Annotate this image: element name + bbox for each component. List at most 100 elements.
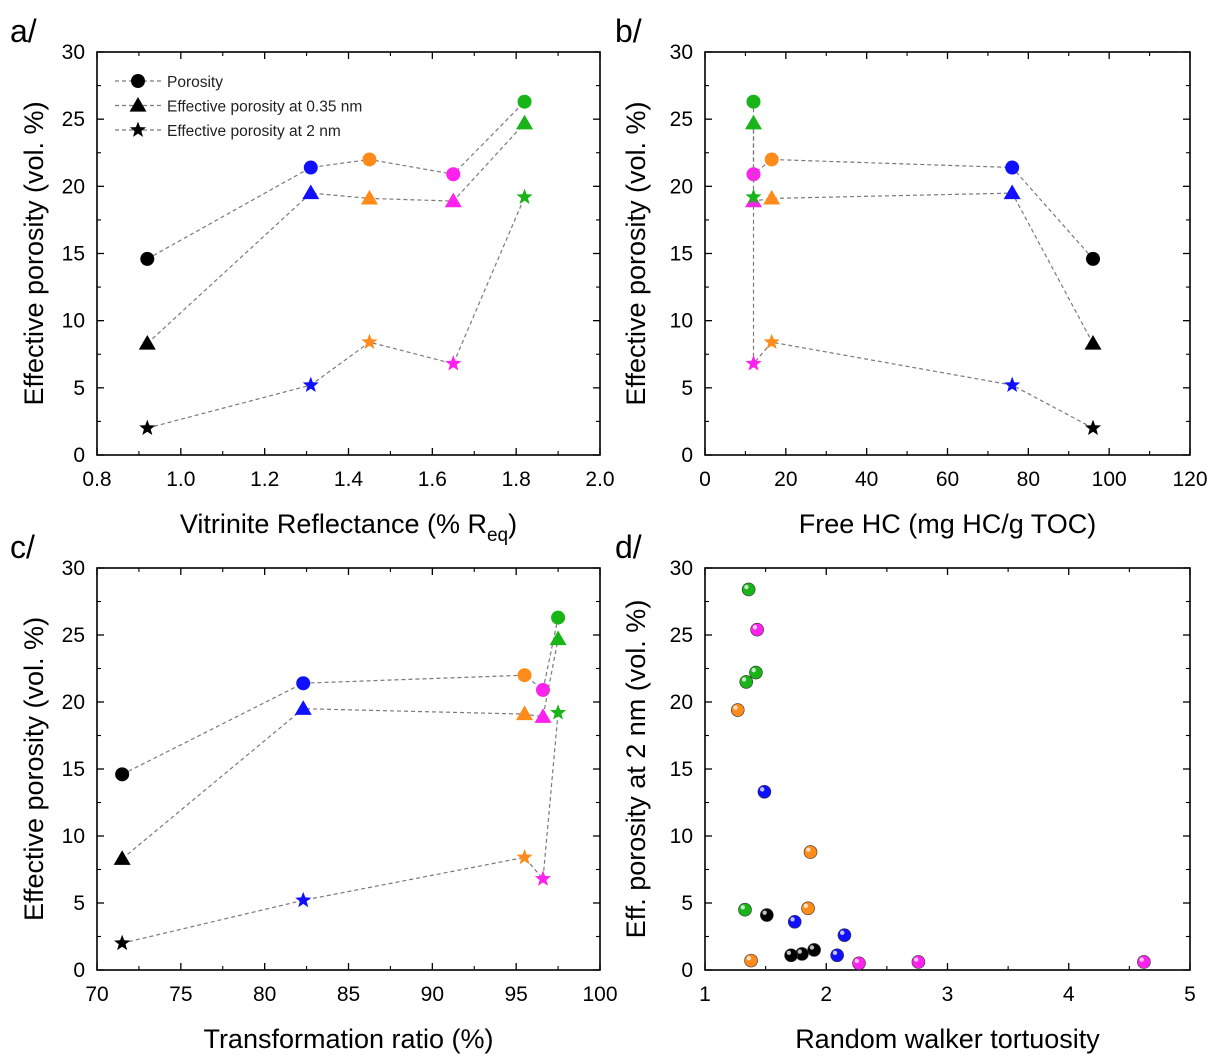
data-point-circle <box>517 668 532 683</box>
data-point <box>750 622 764 637</box>
x-tick-label: 80 <box>1017 468 1040 491</box>
data-point <box>744 953 758 968</box>
panel-label: b/ <box>615 13 642 49</box>
series-line <box>752 123 1094 344</box>
y-tick-label: 15 <box>62 758 85 781</box>
data-point-triangle <box>444 192 462 208</box>
plot-frame <box>704 51 1191 456</box>
data-point <box>852 956 866 971</box>
legend-marker-triangle <box>129 97 147 112</box>
y-axis-label: Effective porosity (vol. %) <box>19 101 49 405</box>
data-point-highlight <box>1139 957 1144 962</box>
data-point-highlight <box>809 945 815 950</box>
legend-label: Porosity <box>167 74 223 91</box>
x-tick-label: 0 <box>699 468 711 491</box>
x-tick-label: 100 <box>1092 468 1127 491</box>
data-point-circle <box>362 152 377 167</box>
data-point-triangle <box>516 114 534 130</box>
x-tick-label: 1 <box>699 983 711 1006</box>
data-point-circle <box>1005 160 1020 175</box>
data-point-triangle <box>763 189 781 205</box>
data-point-triangle <box>138 335 156 350</box>
data-point <box>837 928 852 942</box>
x-axis-label-main: Transformation ratio (%) <box>203 1024 493 1054</box>
data-point-highlight <box>840 930 845 935</box>
x-tick-label: 20 <box>774 468 797 491</box>
y-tick-label: 0 <box>681 959 693 982</box>
y-tick-label: 15 <box>670 758 693 781</box>
plot-frame <box>96 567 601 971</box>
series-line <box>147 196 526 429</box>
series-line <box>122 712 559 944</box>
data-point-highlight <box>740 905 746 910</box>
y-tick-label: 5 <box>73 892 85 915</box>
x-tick-label: 95 <box>504 983 527 1006</box>
data-point-triangle <box>1084 335 1102 350</box>
series-line <box>146 122 526 344</box>
data-point <box>741 582 756 597</box>
y-tick-label: 30 <box>62 41 85 64</box>
data-point <box>757 784 772 799</box>
data-point <box>739 675 754 689</box>
data-point-circle <box>446 167 461 182</box>
x-tick-label: 100 <box>582 983 617 1006</box>
data-point-highlight <box>752 625 758 630</box>
data-point-star <box>302 376 319 393</box>
panel-c: 70 75 80 85 90 95 100 0 5 10 15 20 25 30 c/Transformat… <box>10 529 618 1054</box>
legend: Porosity Effective porosity at 0.35 nm Eff… <box>115 74 362 140</box>
data-point-star <box>516 848 533 865</box>
data-point-triangle <box>294 700 312 715</box>
panel-label: a/ <box>10 13 37 49</box>
legend-marker-star <box>129 121 147 137</box>
x-tick-label: 2.0 <box>585 468 614 491</box>
scatter-points <box>730 582 1151 971</box>
x-tick-label: 1.6 <box>418 468 447 491</box>
x-tick-label: 80 <box>253 983 276 1006</box>
data-point-highlight <box>797 949 802 954</box>
series-line <box>752 101 1094 260</box>
data-point-highlight <box>762 910 767 915</box>
panel-label: c/ <box>10 529 35 565</box>
data-point <box>787 914 802 929</box>
data-point-star <box>445 355 462 371</box>
data-point-circle <box>535 682 550 697</box>
data-point <box>738 902 752 917</box>
series-line <box>752 197 1094 429</box>
y-tick-label: 20 <box>670 691 693 714</box>
y-tick-label: 30 <box>670 557 693 580</box>
data-point-highlight <box>741 677 747 682</box>
series-circle <box>115 610 566 782</box>
y-tick-label: 25 <box>670 108 693 131</box>
x-axis-label: Random walker tortuosity <box>795 1024 1100 1054</box>
series-line <box>121 617 559 775</box>
data-point-highlight <box>914 957 919 962</box>
data-point <box>730 703 745 717</box>
y-tick-label: 0 <box>681 444 693 467</box>
data-point-highlight <box>832 950 838 956</box>
series-line <box>121 638 559 860</box>
data-point-highlight <box>790 917 795 922</box>
data-point-triangle <box>113 850 131 865</box>
data-point-circle <box>296 676 311 691</box>
y-tick-label: 0 <box>73 444 85 467</box>
x-axis-label: Vitrinite Reflectance (% Req) <box>180 509 517 546</box>
x-tick-label: 1.2 <box>250 468 279 491</box>
x-tick-label: 90 <box>421 983 444 1006</box>
data-point-circle <box>764 152 779 167</box>
series-triangle <box>745 114 1102 350</box>
y-tick-label: 5 <box>681 377 693 400</box>
x-axis-label-main: Free HC (mg HC/g TOC) <box>799 509 1097 539</box>
data-point-highlight <box>746 956 752 961</box>
panel-label: d/ <box>615 529 642 565</box>
data-point <box>803 845 818 859</box>
series-star <box>114 704 567 951</box>
x-tick-label: 3 <box>942 983 954 1006</box>
data-point-star <box>139 419 156 436</box>
y-tick-label: 20 <box>62 691 85 714</box>
y-tick-label: 15 <box>62 243 85 266</box>
data-point-star <box>361 333 378 350</box>
data-point <box>784 948 798 963</box>
data-point-highlight <box>854 958 859 964</box>
data-point-highlight <box>806 847 811 852</box>
y-tick-label: 15 <box>670 243 693 266</box>
